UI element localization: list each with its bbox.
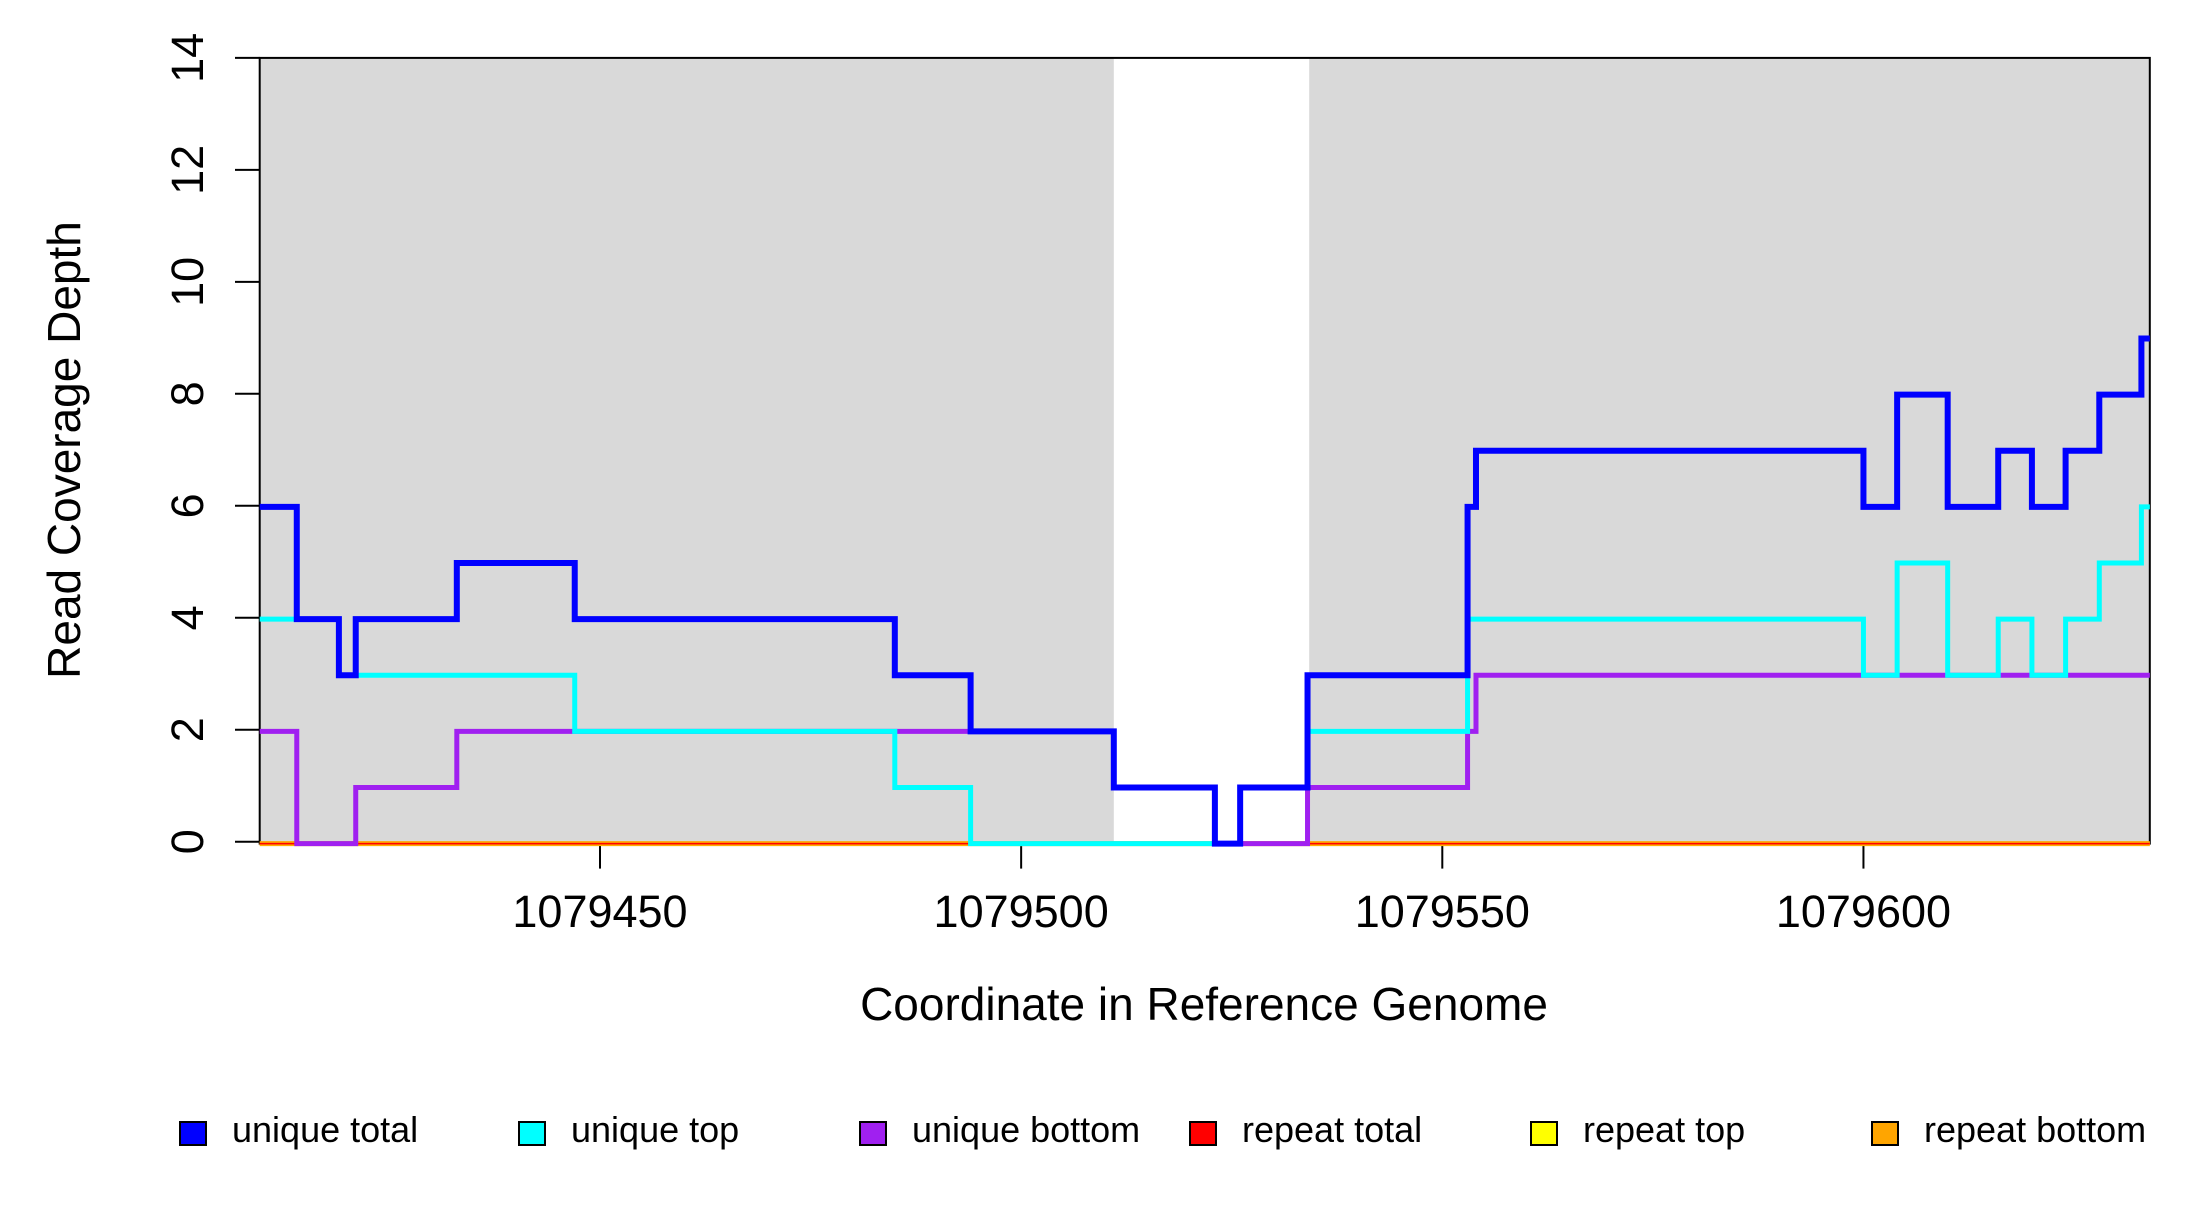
svg-text:repeat total: repeat total	[1242, 1109, 1422, 1150]
svg-text:Coordinate in Reference Genome: Coordinate in Reference Genome	[860, 978, 1548, 1030]
svg-text:1079600: 1079600	[1776, 886, 1951, 937]
svg-text:14: 14	[162, 33, 213, 83]
svg-text:1079450: 1079450	[512, 886, 687, 937]
svg-text:unique top: unique top	[571, 1109, 739, 1150]
svg-text:4: 4	[162, 605, 213, 630]
svg-text:6: 6	[162, 493, 213, 518]
svg-text:1079550: 1079550	[1355, 886, 1530, 937]
svg-text:12: 12	[162, 145, 213, 195]
svg-text:1079500: 1079500	[934, 886, 1109, 937]
svg-text:8: 8	[162, 381, 213, 406]
svg-text:repeat bottom: repeat bottom	[1924, 1109, 2146, 1150]
svg-text:2: 2	[162, 717, 213, 742]
svg-text:unique bottom: unique bottom	[912, 1109, 1140, 1150]
svg-text:0: 0	[162, 829, 213, 854]
svg-text:unique total: unique total	[232, 1109, 418, 1150]
svg-text:10: 10	[162, 257, 213, 307]
svg-text:repeat top: repeat top	[1583, 1109, 1745, 1150]
svg-text:Read Coverage Depth: Read Coverage Depth	[38, 221, 90, 679]
